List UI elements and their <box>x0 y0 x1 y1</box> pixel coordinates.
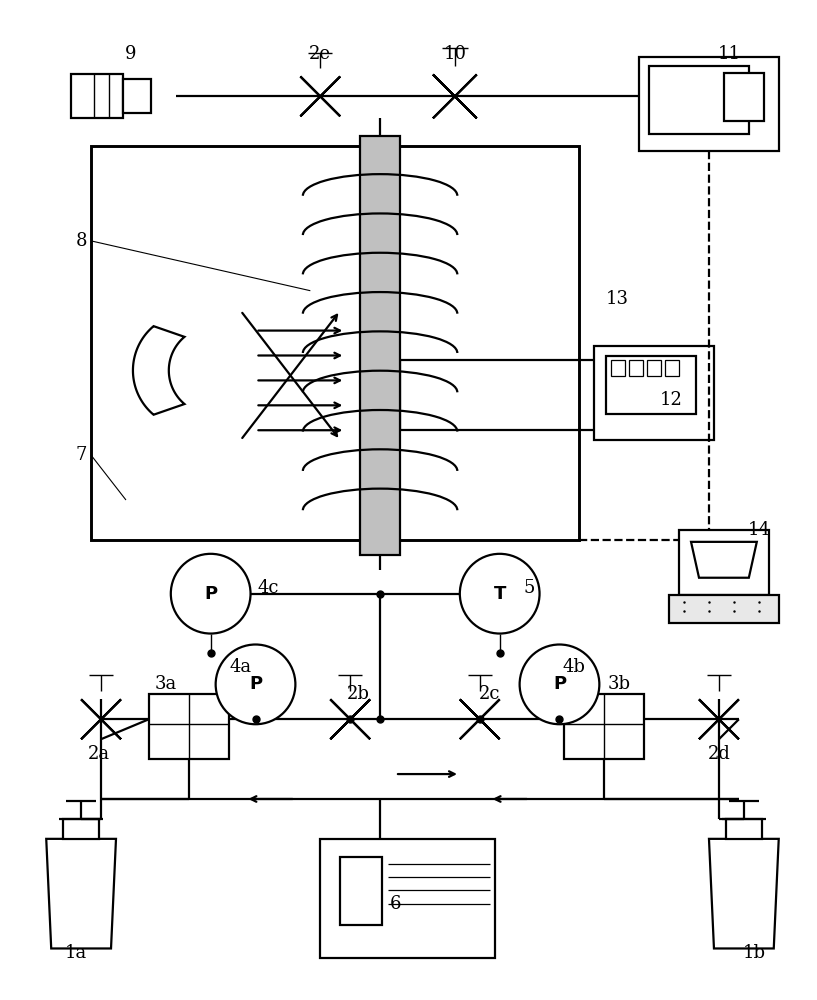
Text: P: P <box>249 675 262 693</box>
Text: 4a: 4a <box>230 658 252 676</box>
Bar <box>594 346 714 440</box>
Bar <box>669 595 779 623</box>
Bar <box>565 694 644 759</box>
Text: 10: 10 <box>444 45 467 63</box>
Polygon shape <box>460 699 500 739</box>
Polygon shape <box>699 699 739 739</box>
Text: 2e: 2e <box>310 45 332 63</box>
Text: 4b: 4b <box>563 658 586 676</box>
Text: 7: 7 <box>75 446 87 464</box>
Circle shape <box>460 554 539 634</box>
Text: 2a: 2a <box>88 745 110 763</box>
Bar <box>320 839 495 958</box>
Bar <box>123 79 151 113</box>
Bar <box>611 360 625 376</box>
Text: 13: 13 <box>605 290 629 308</box>
Text: 14: 14 <box>748 521 770 539</box>
Bar <box>629 360 643 376</box>
Polygon shape <box>691 542 757 578</box>
Bar <box>650 66 749 134</box>
Bar <box>360 136 400 555</box>
Text: P: P <box>204 585 217 603</box>
Polygon shape <box>330 699 370 739</box>
Bar <box>91 146 579 540</box>
Text: 4c: 4c <box>257 579 279 597</box>
Text: 2d: 2d <box>708 745 730 763</box>
Polygon shape <box>133 326 185 415</box>
Text: 3b: 3b <box>608 675 631 693</box>
Text: 1b: 1b <box>743 944 766 962</box>
Text: T: T <box>493 585 506 603</box>
Polygon shape <box>81 699 121 739</box>
Text: 3a: 3a <box>154 675 177 693</box>
Circle shape <box>171 554 251 634</box>
Circle shape <box>520 645 600 724</box>
Bar <box>149 694 229 759</box>
Text: 11: 11 <box>717 45 740 63</box>
Polygon shape <box>709 839 779 948</box>
Text: P: P <box>553 675 566 693</box>
Polygon shape <box>47 839 116 948</box>
Polygon shape <box>726 819 761 839</box>
Bar <box>639 57 779 151</box>
Text: 1a: 1a <box>65 944 87 962</box>
Text: 9: 9 <box>125 45 136 63</box>
Polygon shape <box>301 76 340 116</box>
Text: 6: 6 <box>389 895 401 913</box>
Polygon shape <box>433 74 477 118</box>
Polygon shape <box>330 699 370 739</box>
Polygon shape <box>433 74 477 118</box>
Polygon shape <box>460 699 500 739</box>
Text: 8: 8 <box>75 232 87 250</box>
Bar <box>679 530 769 595</box>
Bar <box>71 74 123 118</box>
Polygon shape <box>699 699 739 739</box>
Bar <box>665 360 679 376</box>
Polygon shape <box>63 819 99 839</box>
Text: 12: 12 <box>659 391 682 409</box>
Bar <box>647 360 661 376</box>
Circle shape <box>216 645 296 724</box>
Polygon shape <box>301 76 340 116</box>
Bar <box>606 356 696 414</box>
Bar <box>724 73 764 121</box>
Text: 2b: 2b <box>346 685 369 703</box>
Text: 5: 5 <box>524 579 535 597</box>
Polygon shape <box>81 699 121 739</box>
Text: 2c: 2c <box>479 685 501 703</box>
Bar <box>340 857 382 925</box>
